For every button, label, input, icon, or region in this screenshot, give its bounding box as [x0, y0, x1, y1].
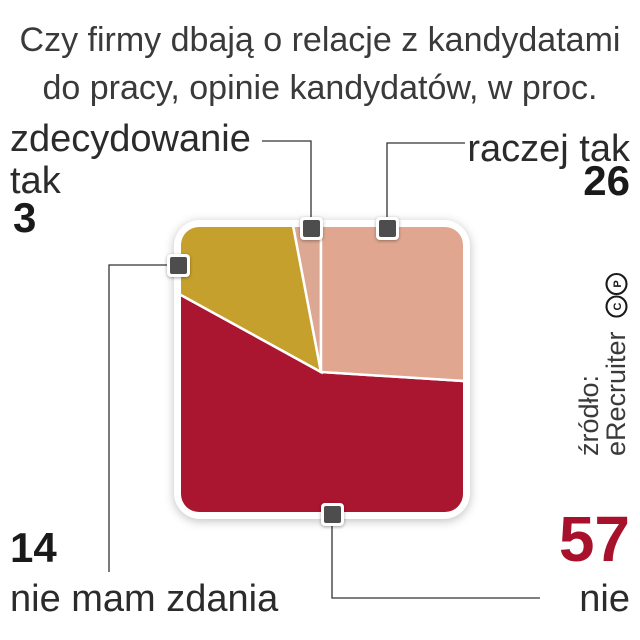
svg-text:P: P — [612, 280, 624, 287]
svg-text:C: C — [612, 302, 624, 310]
